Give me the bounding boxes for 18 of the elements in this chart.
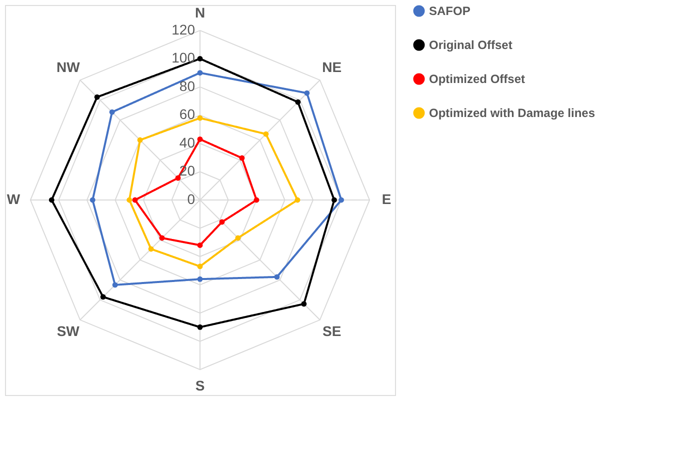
y-tick-label: 100 <box>172 50 196 66</box>
spoke-label: NE <box>322 59 342 76</box>
legend-label: Optimized with Damage lines <box>429 106 596 120</box>
spoke-label: E <box>382 191 392 207</box>
y-tick-label: 80 <box>179 78 196 94</box>
legend-label: SAFOP <box>429 4 470 18</box>
spoke-label: NW <box>56 59 81 76</box>
spoke-label: N <box>194 4 206 20</box>
y-tick-label: 120 <box>172 21 196 38</box>
spoke-label: SW <box>56 322 80 339</box>
spoke-label: W <box>6 191 21 207</box>
legend-label: Optimized Offset <box>429 72 526 86</box>
legend-label: Original Offset <box>429 38 512 52</box>
y-tick-label: 0 <box>187 191 196 207</box>
y-tick-label: 40 <box>179 134 196 150</box>
y-tick-label: 60 <box>179 106 196 122</box>
spoke-label: S <box>195 378 205 394</box>
spoke-label: SE <box>322 322 342 339</box>
